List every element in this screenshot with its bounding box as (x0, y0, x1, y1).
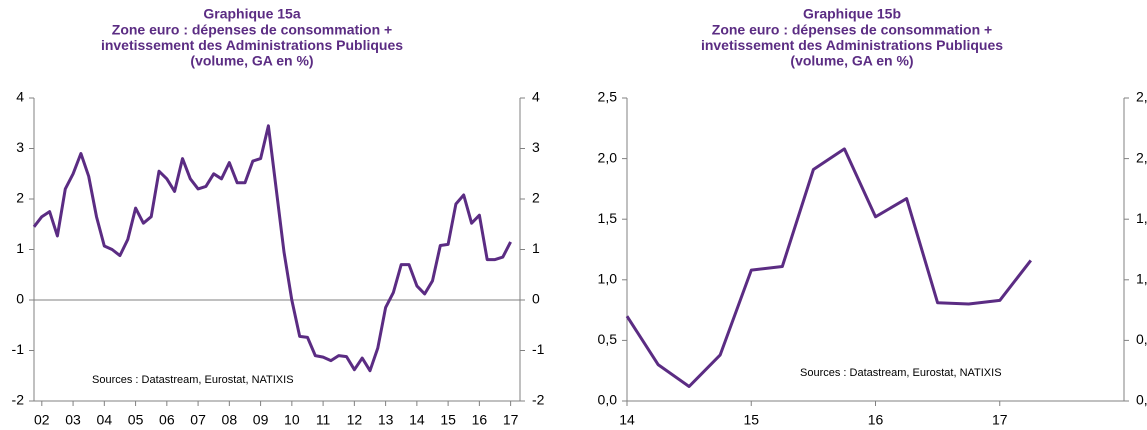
x-tick-label: 06 (159, 412, 175, 428)
x-tick-label: 11 (316, 412, 331, 428)
y2-tick-label: 2 (532, 190, 540, 206)
y-tick-label: 1 (16, 240, 24, 256)
chart-subtitle: Zone euro : dépenses de consommation + (112, 22, 392, 38)
y-tick-label: 2,5 (598, 89, 618, 105)
chart-title: Graphique 15a (203, 6, 300, 22)
x-tick-label: 07 (190, 412, 206, 428)
y2-tick-label: 3 (532, 139, 540, 155)
x-tick-label: 15 (440, 412, 456, 428)
source-note: Sources : Datastream, Eurostat, NATIXIS (800, 367, 1002, 379)
source-note: Sources : Datastream, Eurostat, NATIXIS (92, 374, 294, 386)
chart-subtitle: invetissement des Administrations Publiq… (701, 37, 1003, 53)
x-tick-label: 17 (992, 412, 1008, 428)
x-tick-label: 04 (97, 412, 113, 428)
y2-tick-label: 0,0 (1136, 392, 1147, 408)
y-tick-label: 2,0 (598, 149, 618, 165)
chart-subtitle: Zone euro : dépenses de consommation + (712, 22, 992, 38)
y-tick-label: 4 (16, 89, 24, 105)
x-tick-label: 16 (472, 412, 488, 428)
y2-tick-label: 2,5 (1136, 89, 1147, 105)
y2-tick-label: 1,0 (1136, 271, 1147, 287)
x-tick-label: 05 (128, 412, 144, 428)
y-tick-label: -2 (12, 392, 25, 408)
x-tick-label: 02 (34, 412, 50, 428)
x-tick-label: 17 (503, 412, 519, 428)
x-tick-label: 14 (409, 412, 425, 428)
x-tick-label: 13 (378, 412, 394, 428)
y2-tick-label: 1,5 (1136, 210, 1147, 226)
x-tick-label: 16 (868, 412, 884, 428)
y-tick-label: -1 (12, 341, 25, 357)
chart-subtitle: (volume, GA en %) (790, 53, 913, 69)
chart-title: Graphique 15b (803, 6, 901, 22)
y2-tick-label: 0 (532, 291, 540, 307)
y2-tick-label: 2,0 (1136, 149, 1147, 165)
chart-subtitle: invetissement des Administrations Publiq… (101, 37, 403, 53)
y2-tick-label: 0,5 (1136, 331, 1147, 347)
data-line (32, 124, 512, 373)
x-tick-label: 03 (65, 412, 81, 428)
y-tick-label: 0 (16, 291, 24, 307)
y-tick-label: 1,5 (598, 210, 618, 226)
x-tick-label: 14 (619, 412, 635, 428)
chart-subtitle: (volume, GA en %) (190, 53, 313, 69)
y-tick-label: 1,0 (598, 271, 618, 287)
y2-tick-label: 1 (532, 240, 540, 256)
y-tick-label: 0,5 (598, 331, 618, 347)
y-tick-label: 2 (16, 190, 24, 206)
x-tick-label: 08 (222, 412, 238, 428)
y-tick-label: 0,0 (598, 392, 618, 408)
y2-tick-label: -2 (532, 392, 545, 408)
x-tick-label: 12 (347, 412, 363, 428)
x-tick-label: 15 (743, 412, 759, 428)
y2-tick-label: -1 (532, 341, 545, 357)
y2-tick-label: 4 (532, 89, 540, 105)
data-line (625, 147, 1032, 388)
x-tick-label: 09 (253, 412, 269, 428)
x-tick-label: 10 (284, 412, 300, 428)
y-tick-label: 3 (16, 139, 24, 155)
